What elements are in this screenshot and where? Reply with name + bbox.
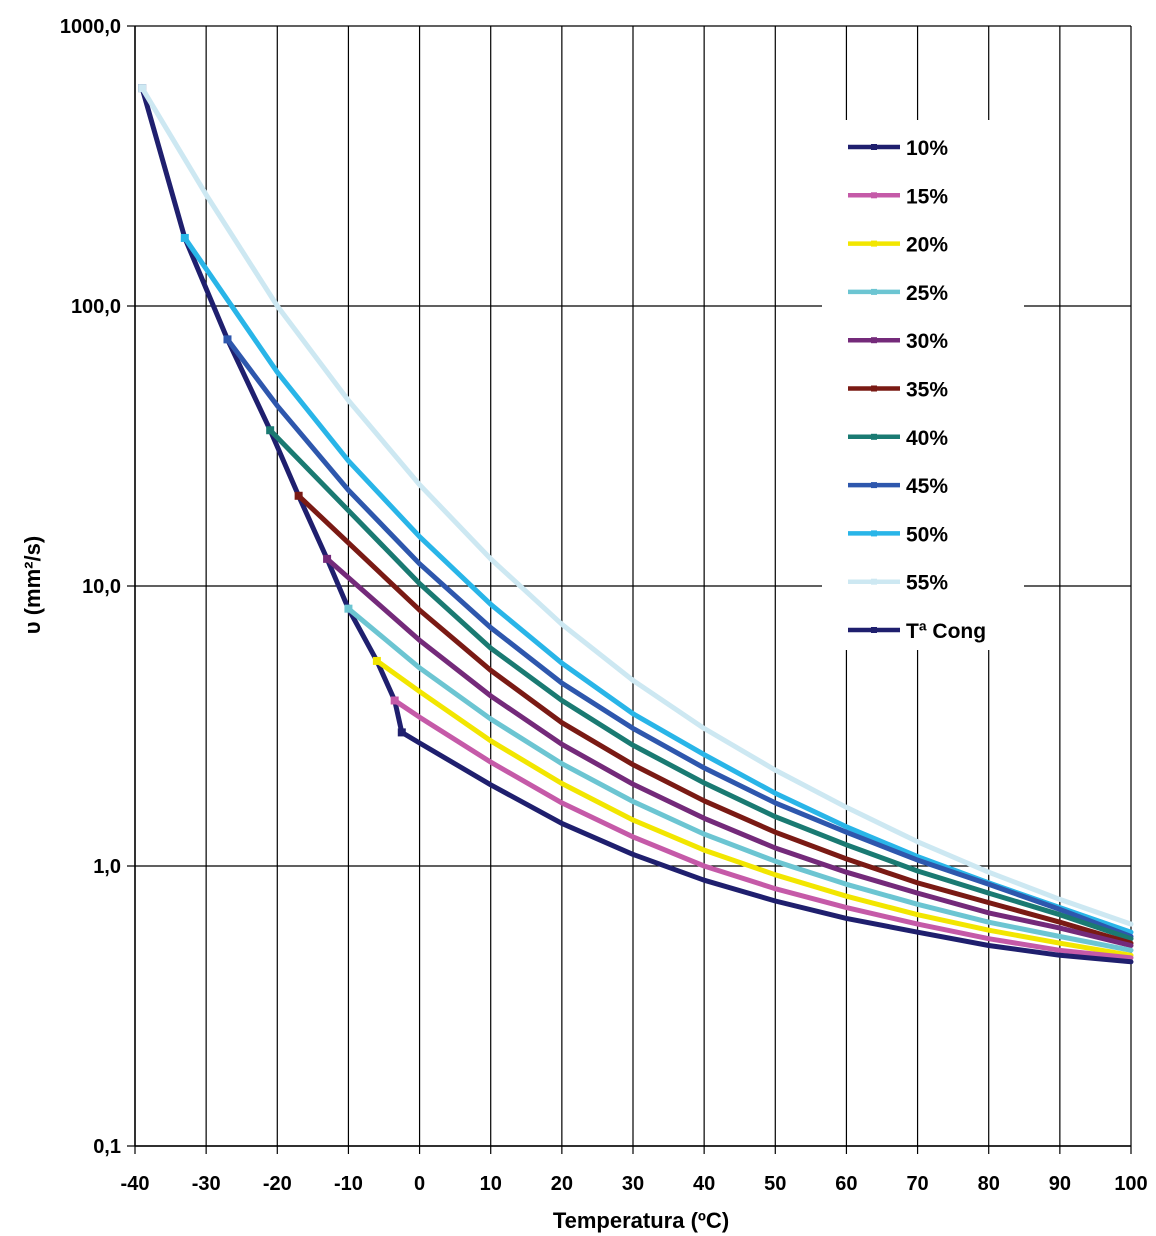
legend-marker (871, 337, 877, 344)
legend-marker (871, 240, 877, 247)
legend-marker (871, 578, 877, 585)
x-tick-label: -10 (334, 1173, 363, 1195)
y-tick-label: 10,0 (82, 576, 121, 598)
legend-marker (871, 385, 877, 392)
series-marker-30 (323, 554, 332, 563)
x-tick-label: -30 (192, 1173, 221, 1195)
series-marker-15 (390, 696, 399, 705)
series-layer (138, 84, 1134, 965)
legend-label: 15% (906, 185, 948, 208)
legend-marker (871, 433, 877, 440)
series-line-20 (374, 658, 1134, 958)
x-tick-label: 0 (414, 1173, 425, 1195)
series-line-25 (345, 606, 1134, 953)
legend-label: 35% (906, 379, 948, 402)
x-tick-label: 10 (480, 1173, 502, 1195)
legend-label: 30% (906, 330, 948, 353)
series-marker-35 (294, 491, 303, 500)
y-tick-label: 1000,0 (60, 16, 121, 38)
legend-label: 20% (906, 234, 948, 257)
series-marker-10 (397, 728, 406, 737)
series-marker-50 (180, 233, 189, 242)
series-marker-55 (138, 84, 147, 93)
series-line-t-cong (139, 85, 405, 735)
series-marker-25 (344, 604, 353, 613)
axes: -40 -30 -20 -10 0 10 20 30 40 50 60 70 80 90 100 0,1 1,0… (60, 16, 1148, 1195)
legend-box (822, 120, 1024, 650)
series-line-45 (225, 336, 1134, 939)
x-tick-label: 100 (1114, 1173, 1147, 1195)
legend-marker (871, 288, 877, 295)
y-axis-title: υ (mm²/s) (20, 536, 45, 634)
legend-label: Tª Cong (906, 620, 986, 643)
y-tick-label: 0,1 (93, 1136, 121, 1158)
series-marker-20 (372, 656, 381, 665)
x-tick-label: 40 (693, 1173, 715, 1195)
legend-label: 25% (906, 282, 948, 305)
series-line-35 (296, 493, 1134, 946)
legend-label: 45% (906, 475, 948, 498)
x-tick-label: 60 (835, 1173, 857, 1195)
series-line-10 (399, 729, 1134, 965)
x-axis-title: Temperatura (ºC) (553, 1208, 729, 1233)
legend-marker (871, 627, 877, 633)
legend-marker (871, 482, 877, 489)
y-tick-label: 1,0 (93, 856, 121, 878)
series-line-55 (139, 85, 1134, 927)
legend: 10% 15% 20% 25% 30% 35% 40% 45% 50% 55% Tª Cong (822, 120, 1024, 650)
legend-label: 10% (906, 137, 948, 160)
series-marker-45 (223, 335, 232, 344)
series-line-40 (267, 427, 1134, 942)
x-tick-label: 80 (978, 1173, 1000, 1195)
x-tick-label: 50 (764, 1173, 786, 1195)
y-tick-label: 100,0 (71, 296, 121, 318)
series-line-30 (324, 556, 1134, 948)
legend-label: 55% (906, 572, 948, 595)
legend-label: 40% (906, 427, 948, 450)
x-tick-label: 70 (906, 1173, 928, 1195)
x-tick-label: 30 (622, 1173, 644, 1195)
x-tick-label: 90 (1049, 1173, 1071, 1195)
legend-marker (871, 144, 877, 150)
x-tick-label: 20 (551, 1173, 573, 1195)
legend-marker (871, 192, 877, 199)
x-tick-label: -40 (121, 1173, 150, 1195)
x-tick-label: -20 (263, 1173, 292, 1195)
legend-marker (871, 530, 877, 537)
series-line-15 (392, 698, 1134, 961)
series-marker-40 (266, 426, 275, 435)
legend-label: 50% (906, 523, 948, 546)
